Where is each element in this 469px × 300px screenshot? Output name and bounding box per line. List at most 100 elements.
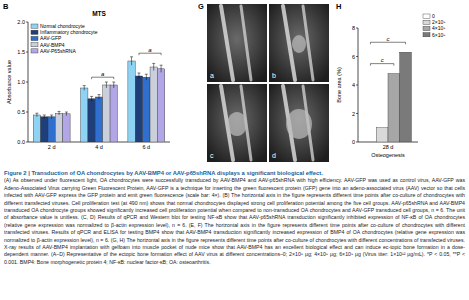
annotation: c <box>387 36 390 42</box>
y-tick <box>356 142 358 143</box>
bar <box>103 85 110 142</box>
annotation-bracket <box>92 77 114 79</box>
bar <box>33 115 40 142</box>
legend-label: Inflammatory chondrocyte <box>40 29 98 35</box>
y-tick <box>356 85 358 86</box>
error-bar <box>112 82 115 88</box>
panel-label: G <box>198 2 204 11</box>
bar <box>81 88 88 142</box>
y-tick-label: 2.0 <box>17 19 25 25</box>
legend-swatch <box>31 24 38 28</box>
annotation-bracket <box>370 64 393 66</box>
legend-label: 4×10⁹ <box>432 25 445 31</box>
caption: Figure 2 | Transduction of OA chondrocyt… <box>4 170 465 266</box>
bar <box>95 97 102 142</box>
y-tick-label: 2 <box>352 111 355 117</box>
ectopic-bone <box>292 35 306 53</box>
y-tick-label: 4 <box>352 82 355 88</box>
legend-label: Normal chondrocyte <box>40 23 85 29</box>
y-tick <box>26 112 28 113</box>
xray-background <box>207 4 267 82</box>
error-bar <box>65 112 68 116</box>
bone <box>221 6 233 80</box>
y-tick <box>356 28 358 29</box>
bar <box>63 114 70 142</box>
error-bar <box>137 73 140 79</box>
bar <box>48 117 55 142</box>
annotation-bracket <box>370 42 405 44</box>
x-tick-label: 6 d <box>143 144 151 150</box>
y-tick <box>26 82 28 83</box>
legend-label: 6×10⁹ <box>432 32 445 38</box>
y-tick-label: 1.5 <box>17 49 25 55</box>
legend-swatch <box>31 49 38 53</box>
bar <box>88 99 95 142</box>
bar <box>400 52 412 142</box>
legend-label: AAV-P65shRNA <box>40 48 76 54</box>
legend-swatch <box>423 20 430 24</box>
bar <box>128 61 135 142</box>
xray-background <box>269 4 329 82</box>
error-bar <box>105 82 108 88</box>
caption-text: (A) As observed under fluorescent light,… <box>4 177 465 264</box>
xray-image: b <box>269 4 329 82</box>
bar <box>150 67 157 142</box>
error-bar <box>83 86 86 91</box>
marks <box>376 52 411 142</box>
bar <box>388 74 400 142</box>
bar <box>110 85 117 142</box>
y-tick-label: 1.0 <box>17 79 25 85</box>
error-bar <box>43 115 46 119</box>
error-bar <box>130 57 133 65</box>
y-tick <box>26 22 28 23</box>
panel-label: H <box>336 2 341 11</box>
x-tick-label: 4 d <box>95 144 103 150</box>
legend: 02×10⁹4×10⁹6×10⁹ <box>423 13 445 38</box>
ectopic-bone <box>227 112 247 136</box>
panel-label: B <box>3 2 9 11</box>
error-bar <box>152 63 155 70</box>
chart-0: 0.00.51.01.52.02 d4 d6 dAbsorbance value… <box>6 10 170 150</box>
annotation-bracket <box>139 53 161 55</box>
chart-title: MTS <box>92 10 106 17</box>
legend-swatch <box>31 36 38 40</box>
bar <box>365 142 377 143</box>
annotation: a <box>148 47 152 53</box>
x-tick-label: 28 d <box>383 144 394 150</box>
x-tick-label: 2 d <box>48 144 56 150</box>
y-tick-label: 6 <box>352 54 355 60</box>
xray-background <box>269 84 329 162</box>
x-axis-label: Osteogenesis <box>371 152 405 158</box>
annotation: a <box>101 71 105 77</box>
error-bar <box>58 111 61 115</box>
annotation: c <box>381 57 384 63</box>
image-label: a <box>210 72 214 79</box>
legend: Normal chondrocyteInflammatory chondrocy… <box>31 23 98 54</box>
legend-label: AAV-BMP4 <box>40 42 65 48</box>
error-bar <box>160 65 163 72</box>
xray-image: d <box>269 84 329 162</box>
legend-swatch <box>31 43 38 47</box>
legend-swatch <box>423 14 430 18</box>
y-tick <box>26 142 28 143</box>
legend-label: 0 <box>432 13 435 19</box>
image-label: b <box>272 72 276 79</box>
bar <box>41 117 48 142</box>
y-tick <box>356 113 358 114</box>
error-bar <box>35 113 38 117</box>
bone <box>241 6 251 80</box>
bar <box>135 76 142 142</box>
bar <box>143 77 150 142</box>
legend-swatch <box>31 30 38 34</box>
xray-background <box>207 84 267 162</box>
legend-swatch <box>423 33 430 37</box>
chart-1: 0246828 dBone area (%)Osteogenesiscc02×1… <box>336 13 445 158</box>
y-tick-label: 0 <box>352 139 355 145</box>
bar <box>376 128 388 142</box>
bar <box>157 69 164 142</box>
legend-swatch <box>423 26 430 30</box>
error-bar <box>50 115 53 119</box>
image-label: c <box>210 152 214 159</box>
y-tick-label: 8 <box>352 25 355 31</box>
caption-title: Figure 2 | Transduction of OA chondrocyt… <box>4 170 323 176</box>
